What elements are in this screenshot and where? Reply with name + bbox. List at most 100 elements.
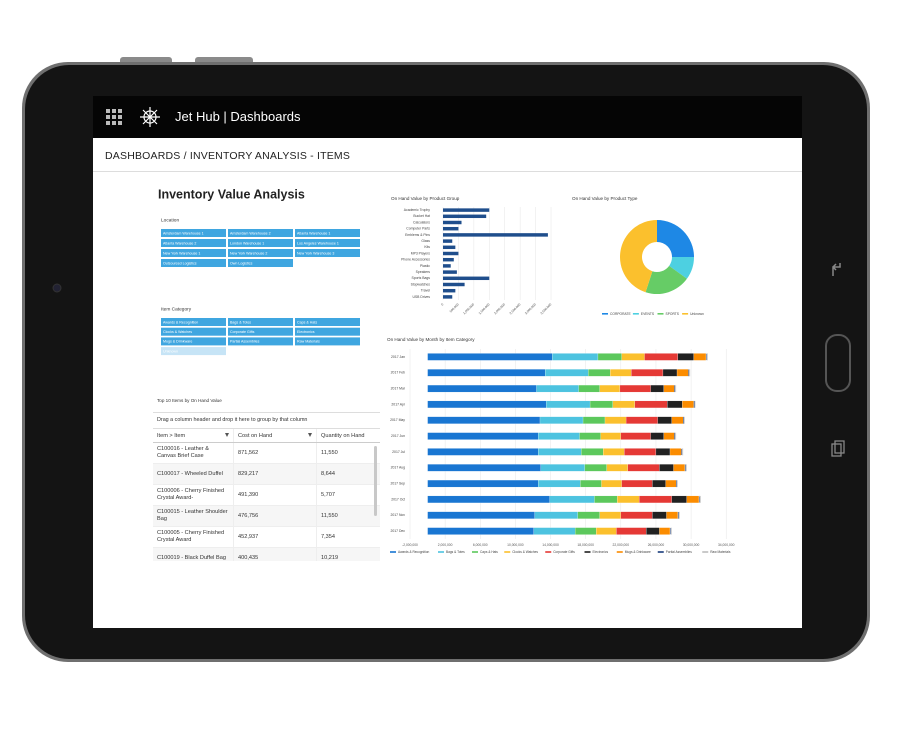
filter-button-label: Corporate Gifts xyxy=(230,330,255,334)
bar-segment xyxy=(662,369,678,377)
table-cell: 476,756 xyxy=(233,505,317,527)
bar-segment xyxy=(427,400,547,409)
items-table: Item > Item Cost on Hand Quantity on Hand C… xyxy=(153,429,380,561)
bar-segment xyxy=(631,369,664,377)
filter-icon xyxy=(225,433,229,437)
table-cell: C100006 - Cherry Finished Crystal Award- xyxy=(153,484,234,506)
filter-button-label: Los Angeles Warehouse 1 xyxy=(297,241,339,245)
filter-button[interactable] xyxy=(228,318,293,326)
bar-segment xyxy=(427,511,535,519)
bar-segment xyxy=(669,448,682,456)
breadcrumb: DASHBOARDS / INVENTORY ANALYSIS - ITEMS xyxy=(105,150,351,162)
bar-segment xyxy=(427,448,539,456)
bar-segment xyxy=(606,464,628,472)
bar-segment xyxy=(616,527,647,535)
table-title: Top 10 Items by On Hand Value xyxy=(157,398,222,403)
bar-segment xyxy=(676,369,689,377)
legend-swatch xyxy=(545,551,552,553)
bar-segment xyxy=(427,432,539,440)
filter-button-label: Clocks & Watches xyxy=(163,330,192,334)
filter-button[interactable] xyxy=(295,249,360,257)
legend-label: Caps & Hats xyxy=(480,550,498,554)
bar-segment xyxy=(699,495,701,504)
pie-slice xyxy=(645,265,687,295)
filter-label: Location xyxy=(161,217,179,223)
table-cell: C100015 - Leather Shoulder Bag xyxy=(153,505,234,527)
y-tick-label: 2017 Nov xyxy=(390,513,405,517)
bar-segment xyxy=(621,479,653,488)
y-tick-label: MP3 Players xyxy=(411,251,431,255)
bar xyxy=(443,239,453,243)
filter-button[interactable] xyxy=(228,327,293,336)
legend-label: Awards & Recognition xyxy=(398,550,430,554)
bar-segment xyxy=(676,479,679,488)
column-header[interactable]: Quantity on Hand xyxy=(316,429,380,443)
filter-button[interactable] xyxy=(161,259,226,267)
filter-button-label: Own Logistics xyxy=(230,261,253,265)
y-tick-label: USB Drives xyxy=(412,295,430,299)
column-header[interactable]: Item > Item xyxy=(153,429,234,443)
bar xyxy=(443,226,459,231)
filter-button[interactable] xyxy=(228,239,293,247)
filter-button[interactable] xyxy=(228,249,293,257)
filter-button[interactable] xyxy=(161,249,226,257)
y-tick-label: 2017 May xyxy=(390,418,405,422)
filter-button[interactable] xyxy=(161,347,226,356)
page-title: Inventory Value Analysis xyxy=(158,187,305,201)
legend-swatch xyxy=(438,551,444,553)
bar-segment xyxy=(540,464,585,472)
camera xyxy=(52,283,62,293)
bar-segment xyxy=(678,511,680,519)
filter-button[interactable] xyxy=(228,229,293,237)
filter-button[interactable] xyxy=(295,229,360,237)
divider xyxy=(93,171,802,172)
bar-segment xyxy=(676,479,678,488)
table-cell: 7,354 xyxy=(316,526,380,548)
top-bar-icons xyxy=(106,107,160,127)
filter-button[interactable] xyxy=(161,337,226,346)
legend-swatch xyxy=(702,551,709,553)
bar-segment xyxy=(693,400,695,409)
column-header-label: Cost on Hand xyxy=(238,432,273,439)
filter-button[interactable] xyxy=(228,337,293,346)
filter-button[interactable] xyxy=(161,239,226,247)
bar-segment xyxy=(688,369,690,377)
bar-segment xyxy=(621,353,645,361)
bar-segment xyxy=(599,511,621,519)
legend-swatch xyxy=(616,551,623,553)
filter-button[interactable] xyxy=(295,318,360,326)
filter-button[interactable] xyxy=(161,327,226,336)
bar-segment xyxy=(579,432,601,440)
bar-segment xyxy=(538,479,581,488)
scrollbar[interactable] xyxy=(374,446,377,516)
bar-segment xyxy=(546,400,591,409)
bar-segment xyxy=(655,448,671,456)
header-row: Item > Item Cost on Hand Quantity on Hand xyxy=(153,429,380,443)
x-tick-label: 10,000,000 xyxy=(507,543,524,547)
filter-button[interactable] xyxy=(295,327,360,336)
legend-label: Raw Materials xyxy=(710,550,731,554)
bar-segment xyxy=(650,432,664,440)
app-grid-icon[interactable] xyxy=(106,109,122,125)
y-tick-label: Computer Parts xyxy=(406,227,430,231)
bar xyxy=(443,264,451,268)
bar-segment xyxy=(689,369,691,377)
y-tick-label: Kits xyxy=(424,245,430,249)
filter-button[interactable] xyxy=(161,318,226,326)
back-icon xyxy=(832,263,841,276)
bar-segment xyxy=(650,384,664,393)
group-hint: Drag a column header and drop it here to… xyxy=(153,413,380,429)
bar-segment xyxy=(682,448,684,456)
bar-segment xyxy=(601,479,622,488)
bar-segment xyxy=(427,464,541,472)
bar xyxy=(443,276,490,281)
bar xyxy=(443,257,454,262)
filter-button[interactable] xyxy=(161,229,226,237)
filter-button[interactable] xyxy=(228,259,293,267)
chart-title: On Hand Value by Product Type xyxy=(572,196,638,201)
y-tick-label: 2017 Jul xyxy=(392,450,405,454)
filter-button[interactable] xyxy=(295,337,360,346)
filter-button[interactable] xyxy=(295,239,360,247)
column-header[interactable]: Cost on Hand xyxy=(233,429,317,443)
y-tick-label: 2017 Aug xyxy=(391,466,405,470)
